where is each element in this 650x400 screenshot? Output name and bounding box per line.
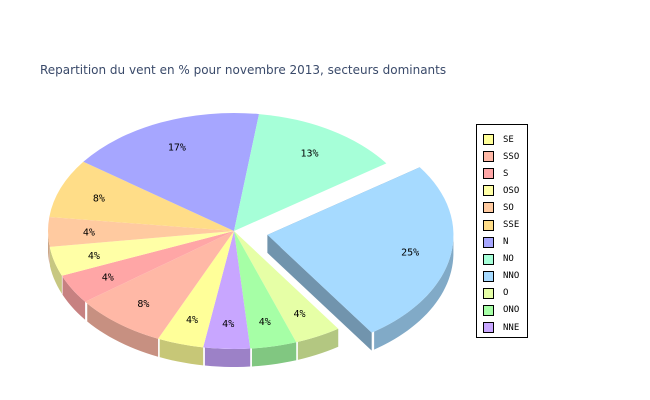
pie-slice-nno xyxy=(267,167,454,333)
pie-slice-so xyxy=(48,216,234,247)
data-label-so: 4% xyxy=(83,228,95,239)
pie-side-sso xyxy=(87,303,159,357)
pie-side-oso xyxy=(49,247,62,294)
legend-item-nne: NNE xyxy=(483,319,527,336)
legend-swatch xyxy=(483,219,494,231)
legend-swatch xyxy=(483,134,494,146)
legend-swatch xyxy=(483,322,494,334)
pie-side-so xyxy=(48,234,50,265)
pie-slice-ono xyxy=(234,231,297,349)
data-label-oso: 4% xyxy=(88,251,100,262)
legend-swatch xyxy=(483,304,494,316)
data-label-se: 4% xyxy=(186,315,198,326)
legend-label: NNE xyxy=(503,322,520,333)
legend-item-sse: SSE xyxy=(483,216,527,233)
legend: SE SSO S OSO SO SSE N NO NNO O ONO NNE xyxy=(476,124,528,338)
pie-side-o xyxy=(297,328,339,360)
pie-slice-nne xyxy=(203,231,251,350)
legend-label: OSO xyxy=(503,185,520,196)
pie-slice-no xyxy=(234,114,387,231)
legend-label: NO xyxy=(503,254,514,265)
data-label-o: 4% xyxy=(293,309,305,320)
legend-item-so: SO xyxy=(483,199,527,216)
legend-label: SSE xyxy=(503,220,520,231)
pie-edge-nno-1 xyxy=(267,234,372,351)
legend-swatch xyxy=(483,151,494,163)
legend-swatch xyxy=(483,253,494,265)
pie-slice-o xyxy=(234,231,339,343)
legend-item-oso: OSO xyxy=(483,182,527,199)
legend-item-s: S xyxy=(483,165,527,182)
chart-title: Repartition du vent en % pour novembre 2… xyxy=(40,63,447,77)
legend-swatch xyxy=(483,270,494,282)
data-label-n: 17% xyxy=(168,142,186,153)
pie-side-nne xyxy=(204,347,251,367)
data-label-sso: 8% xyxy=(137,299,149,310)
pie-slice-sse xyxy=(49,161,234,231)
data-label-no: 13% xyxy=(300,148,318,159)
data-label-nne: 4% xyxy=(222,319,234,330)
data-label-s: 4% xyxy=(102,272,114,283)
legend-swatch xyxy=(483,287,494,299)
legend-label: S xyxy=(503,168,509,179)
legend-item-n: N xyxy=(483,234,527,251)
pie-slice-oso xyxy=(49,231,234,276)
legend-item-o: O xyxy=(483,285,527,302)
legend-label: SO xyxy=(503,202,514,213)
legend-label: NNO xyxy=(503,271,520,282)
pie-side-ono xyxy=(251,342,297,367)
legend-item-no: NO xyxy=(483,251,527,268)
legend-label: SE xyxy=(503,134,514,145)
legend-item-nno: NNO xyxy=(483,268,527,285)
pie-slice-sso xyxy=(85,231,234,339)
data-label-sse: 8% xyxy=(93,194,105,205)
data-label-nno: 25% xyxy=(401,248,419,259)
legend-swatch xyxy=(483,168,494,180)
legend-item-sso: SSO xyxy=(483,148,527,165)
legend-swatch xyxy=(483,202,494,214)
pie-side-s xyxy=(62,276,86,320)
pie-side-se xyxy=(159,339,204,366)
data-label-ono: 4% xyxy=(259,317,271,328)
pie-slice-n xyxy=(83,112,260,231)
legend-swatch xyxy=(483,236,494,248)
legend-swatch xyxy=(483,185,494,197)
legend-item-ono: ONO xyxy=(483,302,527,319)
legend-item-se: SE xyxy=(483,131,527,148)
legend-label: SSO xyxy=(503,151,520,162)
pie-slice-se xyxy=(158,231,234,348)
pie-slice-s xyxy=(61,231,234,302)
legend-label: O xyxy=(503,288,509,299)
legend-label: N xyxy=(503,237,509,248)
legend-label: ONO xyxy=(503,305,520,316)
